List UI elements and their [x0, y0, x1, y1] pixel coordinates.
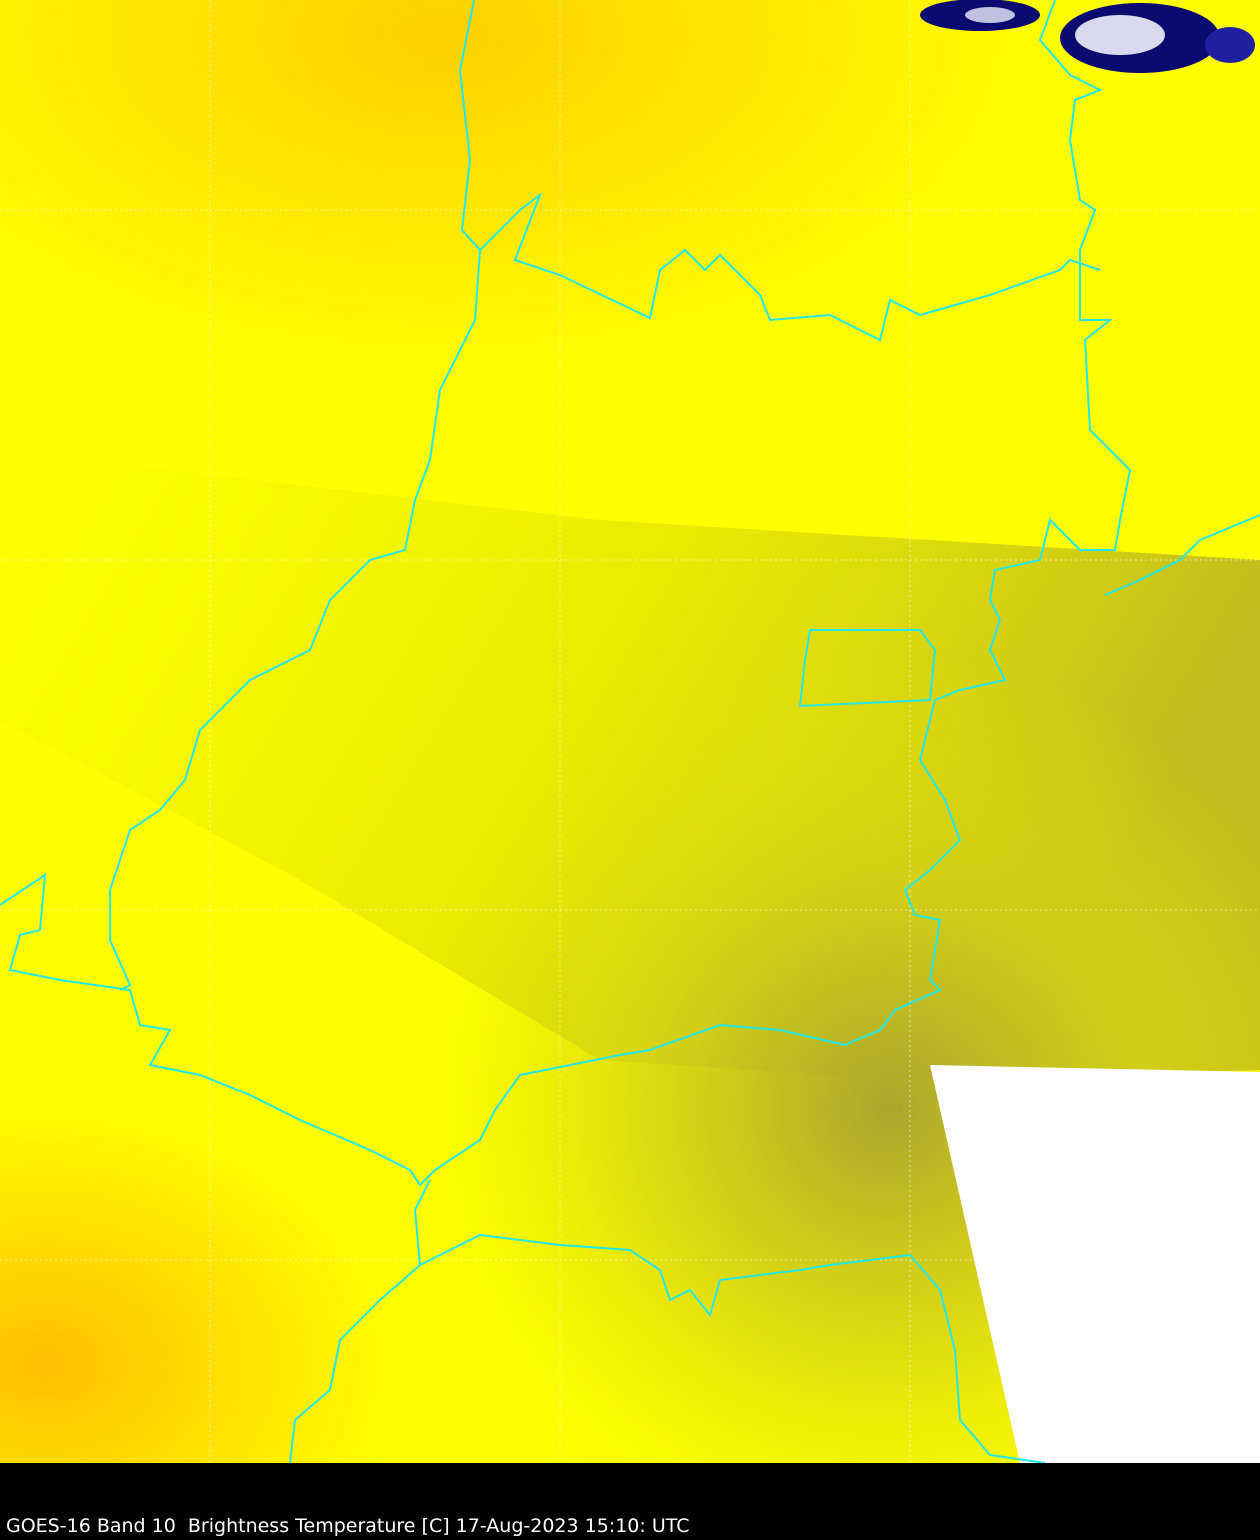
cloud-cluster	[920, 0, 1255, 73]
no-data-region	[930, 1065, 1260, 1463]
graticule	[0, 0, 1260, 1463]
brightness-temperature-map	[0, 0, 1260, 1463]
image-caption: GOES-16 Band 10 Brightness Temperature […	[6, 1515, 690, 1537]
political-borders	[0, 0, 1260, 1463]
